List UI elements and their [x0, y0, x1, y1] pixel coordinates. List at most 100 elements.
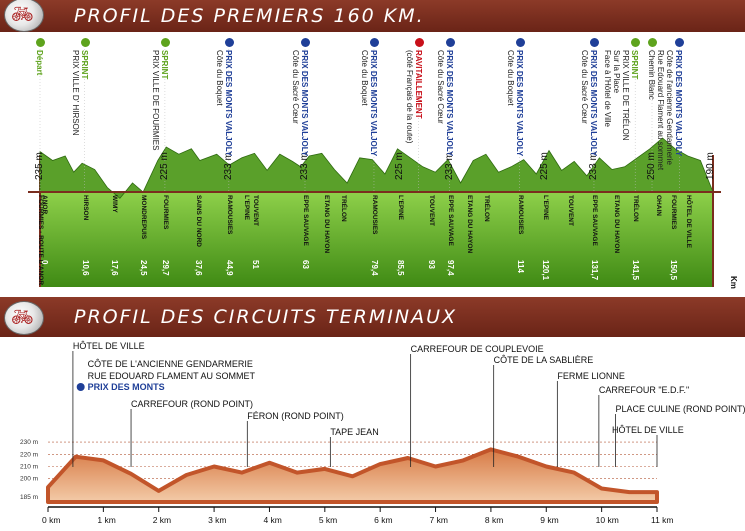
mountain-prize-icon [224, 38, 234, 47]
town-label: L'EPINE [542, 195, 550, 221]
annotation-label: FERME LIONNE [557, 371, 625, 381]
feed-zone-icon [414, 38, 424, 47]
circuit-elevation-area [46, 447, 659, 504]
checkpoint-label: Côte du Sacré Cœur [290, 50, 300, 124]
altitude-label: 233 m [443, 152, 455, 180]
town-label: RAMOUSIES [225, 195, 233, 235]
checkpoint-label: (côté Français de la route) [404, 50, 414, 144]
annotation-label: CÔTE DE L'ANCIENNE GENDARMERIE [88, 359, 253, 369]
km-marker: 51 [250, 260, 260, 269]
town-label: TOUVENT [251, 195, 259, 226]
town-label: EPPE SAUVAGE [301, 195, 309, 246]
town-label: MONDREPUIS [140, 195, 148, 240]
town-label: TRÉLON [632, 195, 640, 222]
km-marker: 63 [300, 260, 310, 269]
km-marker: 150,5 [669, 260, 679, 281]
x-tick-label: 5 km [319, 515, 337, 525]
km-marker: 37,6 [194, 260, 204, 276]
mountain-prize-icon [675, 38, 685, 47]
km-unit-label: Km [729, 276, 738, 289]
checkpoint-label: Côte du Boquet [359, 50, 369, 106]
town-label: FOURMIES [161, 195, 169, 230]
town-label: L'EPINE [243, 195, 251, 221]
sprint-icon [36, 38, 45, 47]
town-label: HÔTEL DE VILLE [684, 195, 692, 248]
checkpoint-label: Face à l'Hôtel de Ville [603, 50, 613, 127]
checkpoint-label: Sur la Place [612, 50, 622, 94]
checkpoint-label: PRIX DES MONTS VALJOLY [299, 50, 309, 157]
annotation-label: TAPE JEAN [330, 427, 378, 437]
checkpoint-label: RAVITAILLEMENT [413, 50, 423, 119]
checkpoint-label: Côte du Boquet [214, 50, 224, 106]
title-first-160km: PROFIL DES PREMIERS 160 KM. [74, 5, 425, 27]
checkpoint-label: PRIX VILLE DE FOURMIES [150, 50, 160, 151]
annotation-label: FÉRON (ROND POINT) [247, 411, 343, 421]
y-tick-label: 210 m [20, 464, 38, 471]
checkpoint-label: PRIX DES MONTS VALJOLY [444, 50, 454, 157]
checkpoint-label: SPRINT [159, 50, 169, 80]
checkpoint-label: Côte de l'ancienne Gendarmerie [665, 50, 675, 165]
km-marker: 29,7 [160, 260, 170, 276]
sprint-icon [648, 38, 657, 47]
km-marker: 24,5 [139, 260, 149, 276]
altitude-label: 233 m [298, 152, 310, 180]
checkpoint-label: Côte du Sacré Cœur [435, 50, 445, 124]
km-marker: 93 [427, 260, 437, 269]
bike-icon: 🚲︎ [11, 4, 34, 24]
x-tick-label: 1 km [97, 515, 115, 525]
annotation-label: CARREFOUR "E.D.F." [599, 385, 689, 395]
km-marker: 79,4 [369, 260, 379, 276]
altitude-label: 233 m [222, 152, 234, 180]
annotation-label: CÔTE DE LA SABLIÈRE [494, 355, 594, 365]
mountain-prize-icon [369, 38, 379, 47]
green-band [40, 192, 713, 287]
km-marker: 17,6 [110, 260, 120, 276]
town-label: EPPE SAUVAGE [446, 195, 454, 246]
cyclist-logo: 🚲︎ [4, 0, 44, 32]
altitude-label: 225 m [393, 152, 405, 180]
altitude-label: 225 m [539, 152, 551, 180]
town-label: TRÉLON [339, 195, 347, 222]
town-label: HIRSON [81, 195, 89, 221]
mountain-prize-icon [445, 38, 455, 47]
town-label: OHAIN [655, 195, 663, 216]
checkpoint-label: SPRINT [630, 50, 640, 80]
km-marker: 120,1 [541, 260, 551, 281]
km-marker: 10,6 [80, 260, 90, 276]
x-tick-label: 4 km [263, 515, 281, 525]
altitude-label: 235 m [34, 152, 45, 180]
sprint-icon [80, 38, 90, 47]
annotation-label: CARREFOUR DE COUPLEVOIE [411, 344, 544, 354]
elevation-profile [39, 137, 714, 199]
checkpoint-label: PRIX DES MONTS VALJOLY [588, 50, 598, 157]
mountain-prize-icon [589, 38, 599, 47]
km-marker: 44,9 [224, 260, 234, 276]
town-label: SAINS DU NORD [195, 195, 203, 248]
x-tick-label: 3 km [208, 515, 226, 525]
checkpoint-label: PRIX DES MONTS VALJOLY [223, 50, 233, 157]
town-label: FOURMIES [670, 195, 678, 230]
town-label: ETANG DU HAYON [323, 195, 331, 254]
y-tick-label: 220 m [20, 451, 38, 458]
checkpoint-label: PRIX DES MONTS VALJOLY [368, 50, 378, 157]
circuits-chart: 0 km 1 km 2 km 3 km 4 km 5 km 6 km 7 km 8 km 9 km… [20, 341, 745, 525]
x-tick-label: 6 km [374, 515, 392, 525]
header-band-top: 🚲︎ PROFIL DES PREMIERS 160 KM. [0, 0, 745, 32]
checkpoint-label: Départ [35, 50, 44, 76]
km-marker: 131,7 [589, 260, 599, 281]
mountain-prize-icon [76, 383, 85, 391]
km-marker: 141,5 [631, 260, 641, 281]
profile-160km-panel: 235 m 225 m 233 m 233 m 225 m 233 m 225 m 233 m… [0, 32, 745, 297]
cyclist-logo: 🚲︎ [4, 301, 44, 335]
annotation-label: PLACE CULINE (ROND POINT) [615, 404, 745, 414]
checkpoint-label: Chemin Blanc [647, 50, 656, 100]
x-tick-label: 7 km [430, 515, 448, 525]
checkpoint-label: Rue Edouard Flament au sommet [656, 50, 666, 171]
altitude-label: 190 m [705, 152, 716, 180]
km-marker: 97,4 [445, 260, 455, 276]
checkpoint-label: SPRINT [79, 50, 89, 80]
town-label: RAMOUSIES [370, 195, 378, 235]
altitude-label: 233 m [587, 152, 599, 180]
header-band-bottom: 🚲︎ PROFIL DES CIRCUITS TERMINAUX [0, 297, 745, 337]
